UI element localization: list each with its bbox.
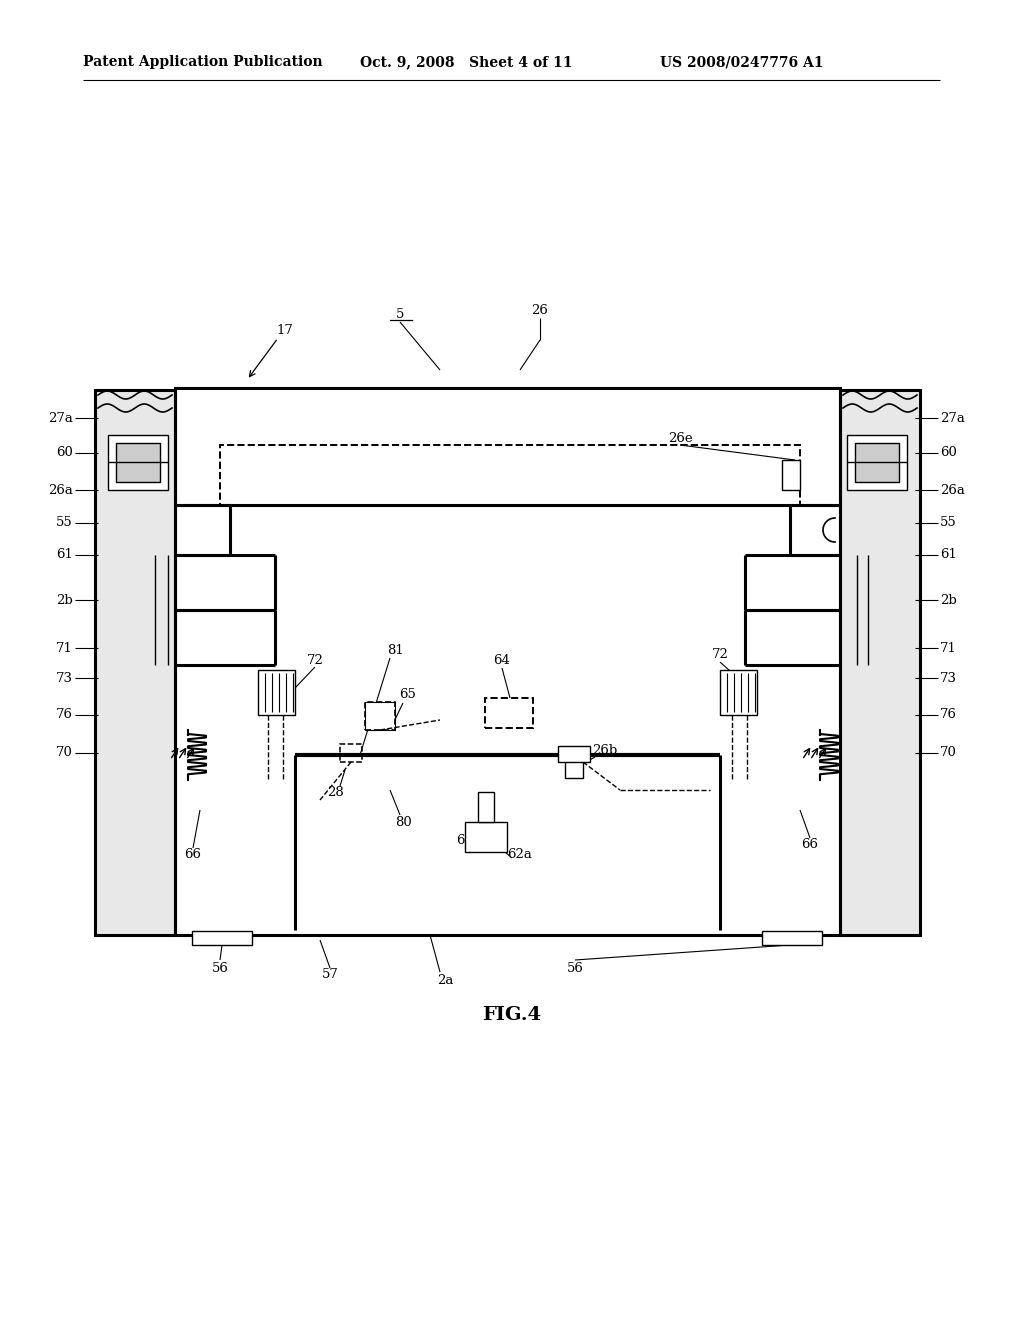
Text: Patent Application Publication: Patent Application Publication <box>83 55 323 69</box>
Text: 61: 61 <box>940 549 956 561</box>
Text: 26e: 26e <box>668 432 692 445</box>
Bar <box>762 931 822 945</box>
Text: 57: 57 <box>322 969 339 982</box>
Text: 17: 17 <box>276 323 294 337</box>
Text: 80: 80 <box>394 816 412 829</box>
Text: 65: 65 <box>399 689 417 701</box>
Bar <box>840 389 920 935</box>
Text: 5: 5 <box>396 309 404 322</box>
Text: 61: 61 <box>56 549 73 561</box>
Bar <box>258 671 295 715</box>
Text: 26a: 26a <box>48 483 73 496</box>
Bar <box>193 931 252 945</box>
Bar <box>340 744 362 762</box>
Bar <box>116 444 160 482</box>
Bar <box>565 748 583 777</box>
Bar <box>782 459 800 490</box>
Text: 66: 66 <box>802 838 818 851</box>
Text: 71: 71 <box>940 642 956 655</box>
Bar <box>465 822 507 851</box>
Text: 56: 56 <box>212 961 228 974</box>
Text: 70: 70 <box>56 747 73 759</box>
Text: 76: 76 <box>940 709 957 722</box>
Text: 76: 76 <box>56 709 73 722</box>
Text: 55: 55 <box>56 516 73 529</box>
Text: 64: 64 <box>494 653 510 667</box>
Bar <box>720 671 757 715</box>
Text: 56: 56 <box>566 961 584 974</box>
Bar <box>365 702 395 730</box>
Bar <box>95 389 175 935</box>
Bar <box>365 702 395 730</box>
Text: 73: 73 <box>940 672 957 685</box>
Text: 70: 70 <box>940 747 956 759</box>
Bar <box>558 746 590 762</box>
Text: Oct. 9, 2008   Sheet 4 of 11: Oct. 9, 2008 Sheet 4 of 11 <box>360 55 572 69</box>
Text: 72: 72 <box>712 648 728 661</box>
Bar <box>847 436 907 490</box>
Text: 60: 60 <box>56 446 73 459</box>
Text: 55: 55 <box>940 516 956 529</box>
Bar <box>108 436 168 490</box>
Bar <box>855 444 899 482</box>
Text: US 2008/0247776 A1: US 2008/0247776 A1 <box>660 55 823 69</box>
Text: 2b: 2b <box>940 594 956 606</box>
Bar <box>175 388 840 935</box>
Bar <box>478 792 494 822</box>
Text: 73: 73 <box>56 672 73 685</box>
Text: 81: 81 <box>387 644 403 656</box>
Text: 2a: 2a <box>437 974 454 986</box>
Text: 2b: 2b <box>56 594 73 606</box>
Bar <box>220 445 800 506</box>
Text: 28: 28 <box>327 787 343 800</box>
Text: 71: 71 <box>56 642 73 655</box>
Text: 27a: 27a <box>48 412 73 425</box>
Text: 26a: 26a <box>940 483 965 496</box>
Text: 72: 72 <box>306 653 324 667</box>
Text: FIG.4: FIG.4 <box>482 1006 542 1024</box>
Text: 62: 62 <box>457 833 473 846</box>
Text: 62a: 62a <box>508 849 532 862</box>
Bar <box>485 698 534 729</box>
Text: 27a: 27a <box>940 412 965 425</box>
Text: 26b: 26b <box>592 743 617 756</box>
Text: 60: 60 <box>940 446 956 459</box>
Text: 66: 66 <box>184 849 202 862</box>
Text: 26: 26 <box>531 304 549 317</box>
